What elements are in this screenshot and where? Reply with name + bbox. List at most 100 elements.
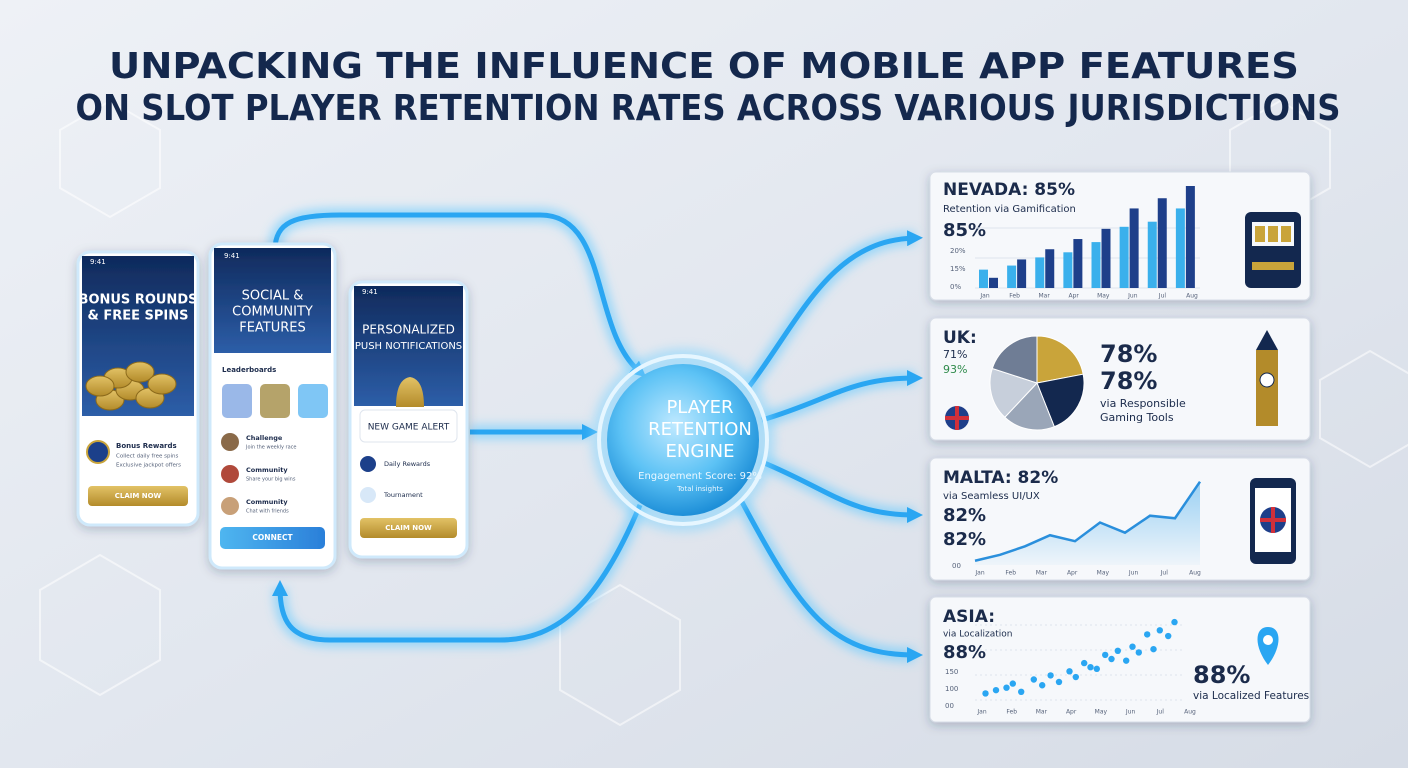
- section-title: Leaderboards: [222, 366, 276, 374]
- x-tick-label: Jun: [1125, 709, 1136, 716]
- flow-line: [272, 212, 647, 378]
- scatter-point: [1066, 668, 1073, 675]
- coin-icon: [147, 373, 177, 395]
- bar: [1147, 221, 1157, 288]
- panel-big: 78%: [1100, 367, 1157, 395]
- bar: [1073, 239, 1083, 288]
- scatter-point: [1087, 664, 1094, 671]
- flow-line: [746, 230, 923, 390]
- scatter-point: [1108, 655, 1115, 663]
- x-tick-label: Jan: [979, 293, 989, 300]
- flow-line: [761, 370, 923, 423]
- hexagon: [59, 99, 161, 219]
- y-tick-label: 0%: [950, 283, 961, 291]
- slot-machine-icon: [1245, 212, 1301, 288]
- phone-title: SOCIAL &: [242, 289, 304, 304]
- avatar: [221, 433, 239, 451]
- list-item: Community: [246, 498, 288, 506]
- title-line: ON SLOT PLAYER RETENTION RATES ACROSS VA…: [76, 88, 1341, 129]
- scatter-point: [1165, 632, 1172, 640]
- x-tick-label: Mar: [1036, 709, 1048, 716]
- icon-part: [1256, 350, 1278, 426]
- flow-line: [761, 459, 923, 523]
- x-tick-label: Aug: [1189, 570, 1201, 577]
- phone-header: [214, 248, 331, 353]
- flow-line: [739, 500, 923, 663]
- feature-tile: [260, 384, 290, 418]
- bar: [1091, 242, 1101, 288]
- x-tick-label: Apr: [1069, 293, 1080, 300]
- hexagon: [559, 583, 681, 727]
- scatter-point: [1171, 618, 1178, 626]
- scatter-point: [1156, 627, 1164, 634]
- bar: [1017, 259, 1027, 288]
- pie-slice: [1036, 335, 1084, 384]
- scatter-point: [1114, 647, 1122, 654]
- x-tick-label: May: [1095, 709, 1108, 716]
- engine-title: PLAYER: [666, 397, 733, 418]
- flow-line: [272, 504, 643, 643]
- bar: [1035, 257, 1045, 288]
- bell-icon: [396, 377, 424, 407]
- button-label: CLAIM NOW: [115, 492, 162, 500]
- panel-caption: via Responsible: [1100, 397, 1186, 410]
- icon-part: [1281, 226, 1291, 242]
- scatter-point: [1123, 657, 1130, 664]
- icon-part: [1255, 226, 1265, 242]
- coin-icon: [125, 361, 155, 383]
- button[interactable]: [360, 518, 457, 538]
- item-icon: [360, 487, 376, 503]
- phone-title: FEATURES: [239, 321, 306, 336]
- flag-cross: [945, 406, 969, 430]
- flows: [268, 208, 923, 663]
- x-tick-label: Aug: [1184, 709, 1196, 716]
- panel-headline: 85%: [943, 220, 986, 241]
- x-tick-label: Mar: [1038, 293, 1050, 300]
- y-tick-label: 100: [945, 685, 958, 693]
- x-tick-label: Apr: [1066, 709, 1077, 716]
- scatter-point: [1055, 678, 1063, 686]
- icon-part: [1256, 330, 1278, 350]
- panel-stat: 71%: [943, 348, 967, 361]
- scatter-point: [1144, 631, 1151, 638]
- x-tick-label: Jan: [976, 709, 986, 716]
- alert-text: NEW GAME ALERT: [368, 423, 450, 433]
- alert-card: [359, 409, 458, 443]
- scatter-point: [992, 686, 1000, 694]
- scatter-point: [982, 690, 989, 697]
- engine-score: Engagement Score: 92%: [638, 471, 762, 482]
- button[interactable]: [88, 486, 188, 506]
- button[interactable]: [220, 527, 325, 549]
- scatter-point: [1003, 684, 1010, 691]
- y-tick-label: 00: [952, 562, 961, 570]
- scatter-point: [1129, 643, 1136, 650]
- x-tick-label: Jan: [974, 570, 984, 577]
- list-item: Challenge: [246, 434, 283, 442]
- list-item: Tournament: [383, 491, 423, 499]
- status-time: 9:41: [224, 252, 240, 260]
- button-label: CONNECT: [252, 533, 293, 542]
- avatar: [221, 465, 239, 483]
- status-time: 9:41: [362, 288, 378, 296]
- x-tick-label: Apr: [1067, 570, 1078, 577]
- card-icon: [86, 440, 110, 464]
- panel-subtitle: Retention via Gamification: [943, 204, 1076, 215]
- item-icon: [360, 456, 376, 472]
- bar: [1185, 186, 1195, 288]
- location-pin: [1257, 627, 1279, 665]
- y-tick-label: 150: [945, 668, 958, 676]
- bar: [1045, 249, 1055, 288]
- x-tick-label: Feb: [1005, 570, 1016, 577]
- bar: [1129, 208, 1139, 288]
- pie-slice: [1004, 382, 1055, 431]
- y-tick-label: 15%: [950, 265, 966, 273]
- scatter-point: [1072, 673, 1080, 681]
- card-title: Bonus Rewards: [116, 442, 177, 450]
- bar: [1175, 208, 1185, 288]
- panel-subtitle: via Localization: [943, 630, 1013, 640]
- bar: [989, 277, 998, 288]
- pie-slice: [989, 367, 1038, 418]
- y-tick-label: 20%: [950, 247, 966, 255]
- hex-pattern: [39, 99, 1408, 727]
